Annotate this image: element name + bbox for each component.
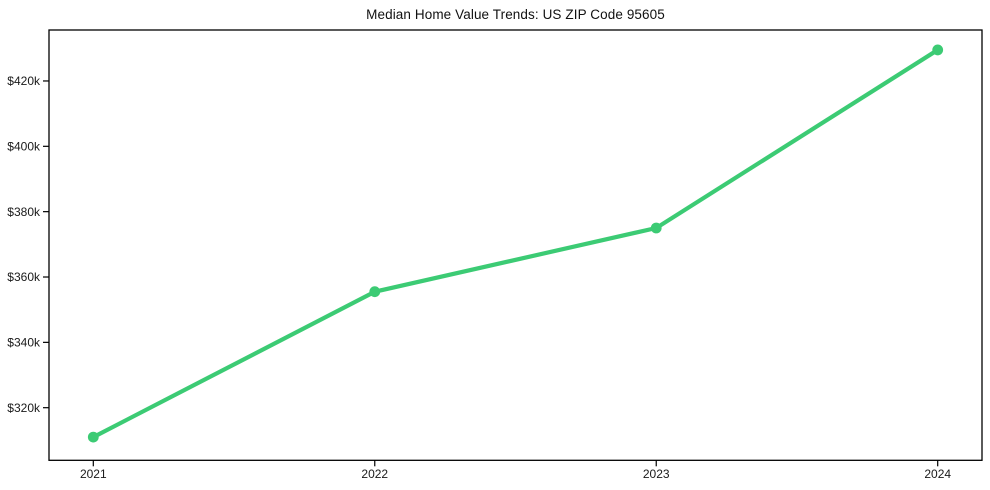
data-point-marker	[650, 222, 662, 234]
x-axis-tick-label: 2023	[643, 467, 670, 481]
x-axis-tick-label: 2021	[80, 467, 107, 481]
x-axis-tick-label: 2024	[924, 467, 951, 481]
y-axis-tick-label: $340k	[7, 336, 41, 350]
data-point-marker	[87, 431, 99, 443]
y-axis-tick-label: $320k	[7, 401, 41, 415]
data-point-marker	[932, 44, 944, 56]
x-axis-tick-label: 2022	[361, 467, 388, 481]
data-point-marker	[369, 286, 381, 298]
plot-frame	[48, 29, 983, 461]
y-axis-tick-label: $420k	[7, 74, 41, 88]
y-axis-tick-label: $400k	[7, 140, 41, 154]
y-axis-tick-label: $380k	[7, 205, 41, 219]
y-axis-tick-label: $360k	[7, 270, 41, 284]
chart-title: Median Home Value Trends: US ZIP Code 95…	[366, 7, 665, 22]
trend-line	[91, 47, 940, 440]
